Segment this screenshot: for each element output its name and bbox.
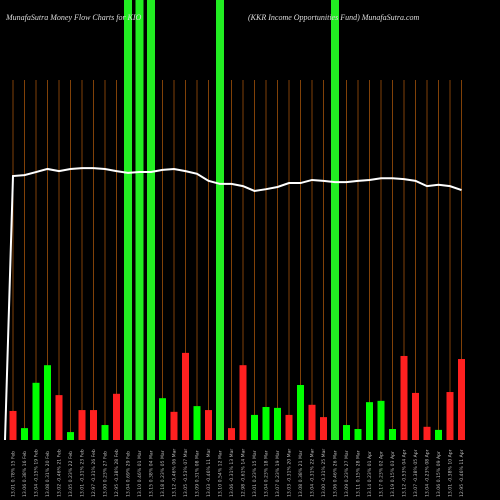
x-tick-label: 13.03 -0.31% 20 Mar: [287, 449, 293, 497]
bar: [32, 382, 40, 440]
bar: [216, 0, 224, 440]
bar: [170, 411, 178, 440]
bar: [9, 410, 17, 440]
bar: [331, 0, 339, 440]
x-tick-label: 13.01 -0.31% 23 Feb: [80, 449, 86, 497]
x-tick-label: 13.04 -0.15% 19 Feb: [34, 449, 40, 497]
bar: [446, 392, 454, 440]
x-tick-label: 13.10 0.54% 12 Mar: [218, 450, 224, 497]
bar: [435, 429, 442, 440]
bar: [354, 429, 362, 440]
bar: [159, 398, 166, 440]
bar: [412, 392, 419, 440]
bar: [135, 0, 144, 440]
x-tick-label: 13.18 0.23% 05 Mar: [160, 450, 166, 497]
bar: [308, 404, 316, 440]
bar: [262, 407, 270, 440]
x-tick-label: 13.06 0.15% 09 Apr: [436, 451, 442, 497]
bar: [423, 426, 431, 440]
chart-title: MunafaSutra Money Flow Charts for KIO: [5, 13, 142, 22]
bar: [78, 410, 86, 440]
x-tick-label: 13.09 0.31% 08 Mar: [195, 450, 201, 497]
bar: [343, 425, 350, 440]
bar: [366, 402, 373, 440]
x-tick-label: 13.12 -0.53% 04 Apr: [402, 449, 408, 497]
bar: [205, 410, 212, 440]
x-tick-label: 12.98 -0.61% 14 Mar: [241, 449, 247, 497]
bar: [147, 0, 155, 440]
x-tick-label: 13.02 -0.46% 21 Feb: [57, 449, 63, 497]
x-tick-label: 13.11 0.15% 28 Mar: [356, 450, 362, 497]
x-tick-label: 13.00 0.23% 27 Feb: [103, 451, 109, 497]
bar: [193, 406, 201, 440]
x-tick-label: 13.04 -0.23% 08 Apr: [425, 449, 431, 497]
x-tick-label: 13.03 -0.46% 11 Mar: [206, 449, 212, 497]
bar: [297, 385, 304, 440]
x-tick-label: 13.12 -0.46% 06 Mar: [172, 449, 178, 497]
x-tick-label: 13.14 0.23% 01 Apr: [367, 451, 373, 497]
x-tick-label: 13.04 0.69% 29 Feb: [126, 451, 132, 497]
x-tick-label: 13.04 -0.31% 22 Mar: [310, 449, 316, 497]
x-tick-label: 13.07 0.23% 19 Mar: [275, 450, 281, 497]
x-tick-label: 13.00 -0.31% 25 Mar: [321, 449, 327, 497]
bar: [389, 429, 396, 440]
x-tick-label: 13.15 0.38% 04 Mar: [149, 450, 155, 497]
x-tick-label: 13.04 0.23% 18 Mar: [264, 450, 270, 497]
x-tick-label: 13.06 0.46% 26 Mar: [333, 450, 339, 497]
bar: [113, 393, 120, 440]
money-flow-line: [4, 167, 462, 441]
bar: [44, 365, 51, 440]
x-tick-label: 13.07 -0.38% 05 Apr: [413, 449, 419, 497]
x-tick-label: 13.06 -0.31% 13 Mar: [229, 449, 235, 497]
x-tick-label: 13.06 0.38% 16 Feb: [22, 451, 28, 497]
bar: [274, 407, 281, 440]
bar: [458, 359, 465, 440]
x-tick-label: 13.08 0.38% 21 Mar: [298, 450, 304, 497]
x-tick-label: 13.17 0.23% 02 Apr: [379, 451, 385, 497]
bar: [228, 428, 235, 440]
x-tick-label: 12.97 -0.31% 26 Feb: [91, 449, 97, 497]
bar: [90, 410, 97, 440]
x-tick-label: 13.05 0.23% 22 Feb: [68, 451, 74, 497]
x-tick-label: 13.05 -0.53% 07 Mar: [183, 449, 189, 497]
bar: [124, 0, 132, 440]
bar: [55, 395, 63, 440]
bar: [320, 417, 327, 440]
x-tick-label: 13.10 0.46% 01 Mar: [137, 450, 143, 497]
bar: [400, 355, 408, 440]
chart-subtitle: (KKR Income Opportunities Fund) MunafaSu…: [248, 13, 420, 22]
x-tick-label: 13.01 0.78% 15 Feb: [11, 451, 17, 497]
bar: [239, 365, 247, 440]
bar: [377, 400, 385, 440]
bar: [182, 352, 189, 440]
bar: [21, 428, 28, 440]
x-tick-label: 13.09 0.23% 27 Mar: [344, 450, 350, 497]
bar: [101, 425, 109, 440]
x-tick-label: 13.01 0.23% 15 Mar: [252, 450, 258, 497]
x-tick-label: 13.08 0.31% 20 Feb: [45, 451, 51, 497]
bar: [67, 432, 74, 440]
x-tick-label: 13.01 -0.38% 10 Apr: [448, 449, 454, 497]
bar: [285, 414, 293, 440]
x-tick-label: 12.95 -0.46% 11 Apr: [459, 449, 465, 497]
x-tick-label: 13.19 0.15% 03 Apr: [390, 451, 396, 497]
bar: [251, 414, 258, 440]
x-tick-label: 12.95 -0.38% 28 Feb: [114, 449, 120, 497]
